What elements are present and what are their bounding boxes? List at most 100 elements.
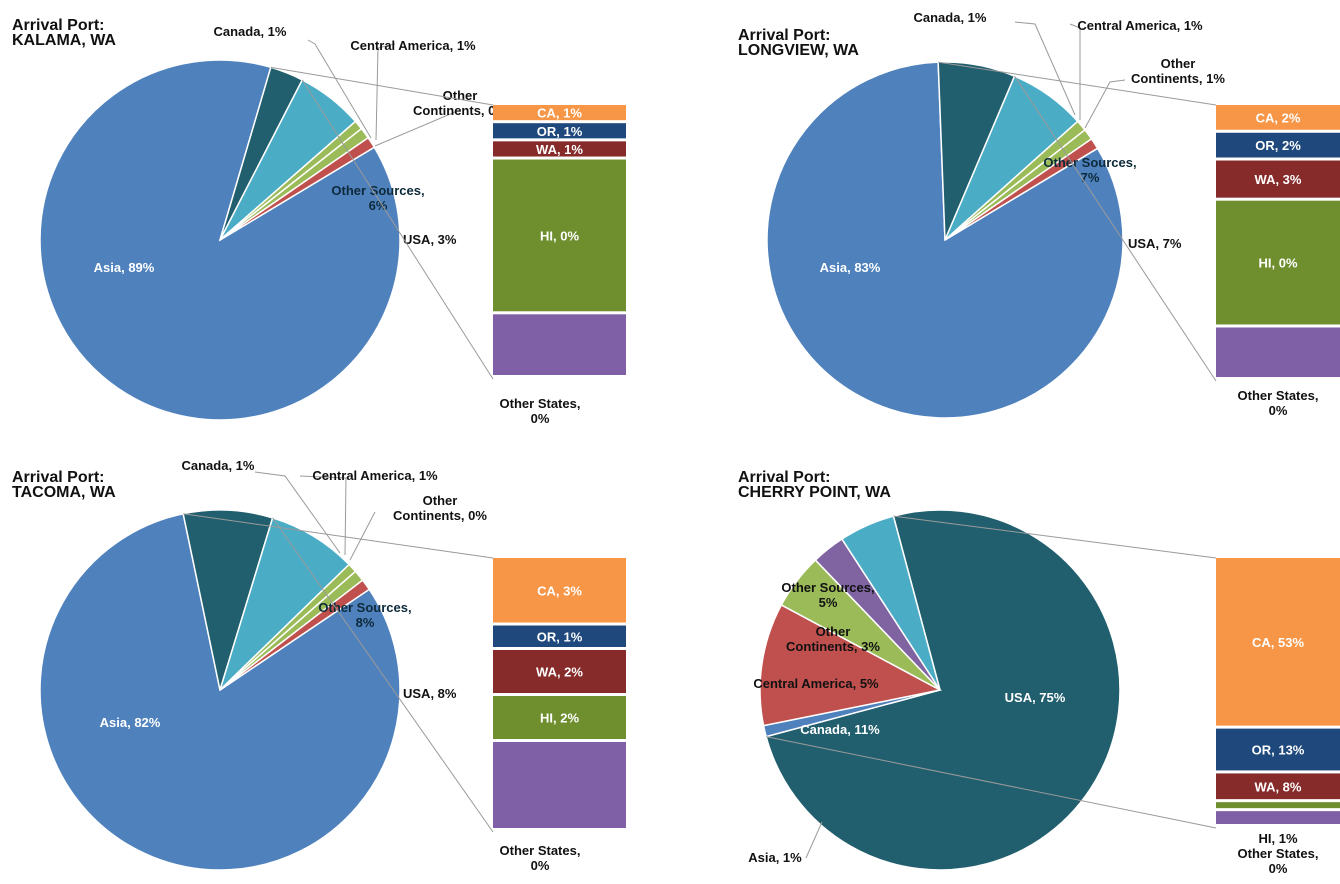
slice-label-other-sources: Other Sources, 6% xyxy=(331,183,424,213)
connector-top xyxy=(270,66,494,106)
slice-label-usa: USA, 3% xyxy=(403,232,457,247)
slice-usa xyxy=(765,509,1121,871)
connector-bottom xyxy=(272,517,494,833)
slice-label-other-continents: Other Continents, 3% xyxy=(786,624,880,654)
bar-label-bottom-line: 0% xyxy=(1269,403,1288,418)
slice-label-other-continents-line: Continents, 0% xyxy=(393,508,487,523)
slice-label-canada-line: Canada, 11% xyxy=(800,722,880,737)
bar-label-wa-line: WA, 1% xyxy=(536,142,583,157)
slice-label-central-america: Central America, 1% xyxy=(312,468,438,483)
slice-label-other-sources: Other Sources, 8% xyxy=(318,600,411,630)
chart-title-line: Arrival Port: xyxy=(738,27,830,44)
slice-label-central-america-line: Central America, 5% xyxy=(753,676,879,691)
bar-label-or-line: OR, 2% xyxy=(1255,138,1301,153)
bar-label-or: OR, 2% xyxy=(1255,138,1301,153)
bar-label-hi-line: HI, 2% xyxy=(540,711,579,726)
bar-label-or-line: OR, 13% xyxy=(1252,743,1305,758)
slice-label-other-continents: Other Continents, 1% xyxy=(1131,56,1225,86)
slice-canada xyxy=(944,137,1099,241)
leader-line-other-continents xyxy=(1084,79,1126,129)
bar-segment-ca xyxy=(1216,105,1340,130)
bar-segment-hi xyxy=(493,159,626,312)
bar-label-bottom-line: Other States, xyxy=(500,396,581,411)
connector-top xyxy=(183,513,494,559)
bar-segment-or xyxy=(1216,132,1340,158)
bar-label-bottom: Other States, 0% xyxy=(500,843,581,873)
leader-line-other-continents xyxy=(349,511,376,561)
slice-label-canada-line: Canada, 1% xyxy=(182,458,255,473)
slice-label-usa-line: USA, 3% xyxy=(403,232,457,247)
bar-label-wa: WA, 1% xyxy=(536,142,583,157)
bar-label-wa-line: WA, 3% xyxy=(1255,172,1302,187)
slice-label-central-america-line: Central America, 1% xyxy=(1077,18,1203,33)
slice-canada xyxy=(219,579,371,691)
chart-title-line: TACOMA, WA xyxy=(12,484,116,501)
slice-label-central-america-line: Central America, 1% xyxy=(312,468,438,483)
leader-line-other-continents xyxy=(374,111,456,147)
slice-label-asia-line: Asia, 1% xyxy=(748,850,802,865)
bar-label-wa: WA, 3% xyxy=(1255,172,1302,187)
slice-label-canada: Canada, 1% xyxy=(182,458,255,473)
bar-label-hi: HI, 0% xyxy=(1258,256,1297,271)
bar-segment-ca xyxy=(1216,558,1340,726)
leader-line-canada xyxy=(1014,21,1076,116)
slice-label-other-continents-line: Other xyxy=(1161,56,1196,71)
leader-line-canada xyxy=(307,39,372,139)
slice-label-asia: Asia, 83% xyxy=(820,260,881,275)
slice-label-asia: Asia, 1% xyxy=(748,850,802,865)
bar-label-bottom: HI, 1% Other States, 0% xyxy=(1238,831,1319,876)
bar-label-bottom: Other States, 0% xyxy=(500,396,581,426)
slice-label-other-sources-line: Other Sources, xyxy=(1043,155,1136,170)
bar-label-ca: CA, 3% xyxy=(537,583,582,598)
slice-label-other-sources: Other Sources, 7% xyxy=(1043,155,1136,185)
slice-label-canada: Canada, 11% xyxy=(800,722,880,737)
bar-segment-other-states xyxy=(493,314,626,375)
slice-label-usa-line: USA, 75% xyxy=(1005,690,1066,705)
bar-label-or: OR, 1% xyxy=(537,629,583,644)
slice-label-other-continents-line: Other xyxy=(423,493,458,508)
slice-label-central-america: Central America, 1% xyxy=(350,38,476,53)
slice-label-usa-line: USA, 8% xyxy=(403,686,457,701)
chart-title-line: Arrival Port: xyxy=(12,17,104,34)
leader-line-central-america xyxy=(1069,23,1081,120)
bar-label-bottom-line: Other States, xyxy=(500,843,581,858)
slice-label-other-sources-line: 6% xyxy=(369,198,388,213)
slice-label-other-continents-line: Other xyxy=(443,88,478,103)
connector-bottom xyxy=(301,79,494,380)
slice-label-other-sources-line: Other Sources, xyxy=(331,183,424,198)
bar-segment-ca xyxy=(493,558,626,623)
bar-label-bottom-line: HI, 1% xyxy=(1258,831,1297,846)
bar-label-ca-line: CA, 1% xyxy=(537,106,582,121)
slice-label-other-continents-line: Continents, 0% xyxy=(413,103,507,118)
bar-label-bottom: Other States, 0% xyxy=(1238,388,1319,418)
slice-label-central-america-line: Central America, 1% xyxy=(350,38,476,53)
connector-bottom xyxy=(766,736,1217,829)
slice-label-canada-line: Canada, 1% xyxy=(214,24,287,39)
bar-segment-hi xyxy=(493,696,626,739)
slice-label-other-sources: Other Sources, 5% xyxy=(781,580,874,610)
bar-label-ca: CA, 2% xyxy=(1256,110,1301,125)
slice-label-asia-line: Asia, 89% xyxy=(94,260,155,275)
connector-top xyxy=(893,515,1217,559)
slice-label-other-continents-line: Continents, 1% xyxy=(1131,71,1225,86)
slice-label-usa: USA, 8% xyxy=(403,686,457,701)
bar-label-hi-line: HI, 0% xyxy=(540,228,579,243)
chart-title-line: Arrival Port: xyxy=(738,469,830,486)
slice-label-other-sources-line: Other Sources, xyxy=(781,580,874,595)
bar-label-wa: WA, 2% xyxy=(536,665,583,680)
bar-segment-ca xyxy=(493,105,626,121)
slice-label-other-sources-line: 5% xyxy=(819,595,838,610)
slice-asia xyxy=(39,512,401,871)
leader-line-asia xyxy=(805,821,823,859)
slice-label-other-sources-line: 8% xyxy=(356,615,375,630)
bar-segment-other-states xyxy=(1216,327,1340,377)
bar-label-or-line: OR, 1% xyxy=(537,629,583,644)
connector-top xyxy=(938,61,1217,106)
slice-other-sources xyxy=(219,516,351,691)
slice-label-canada-line: Canada, 1% xyxy=(914,10,987,25)
pie-chart-tacoma-wa: Arrival Port: TACOMA, WA Asia, 82% USA, 8% O… xyxy=(12,458,626,873)
bar-label-hi: HI, 0% xyxy=(540,228,579,243)
slice-label-central-america: Central America, 1% xyxy=(1077,18,1203,33)
bar-label-ca-line: CA, 3% xyxy=(537,583,582,598)
